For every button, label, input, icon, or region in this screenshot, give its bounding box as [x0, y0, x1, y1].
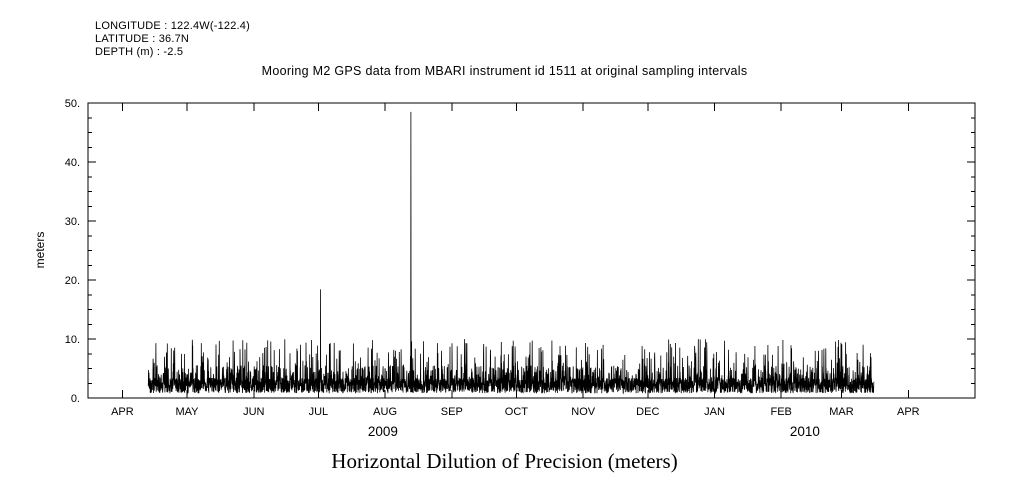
- x-tick-label: APR: [897, 406, 920, 418]
- y-tick-label: 20.: [65, 275, 80, 287]
- x-tick-label: SEP: [441, 406, 463, 418]
- depth-text: DEPTH (m) : -2.5: [95, 46, 184, 58]
- x-tick-label: OCT: [505, 406, 529, 418]
- x-tick-label: AUG: [373, 406, 397, 418]
- x-tick-label: JUL: [309, 406, 329, 418]
- y-tick-label: 30.: [65, 216, 80, 228]
- year-label: 2010: [790, 424, 820, 439]
- hdop-series: [147, 111, 875, 395]
- latitude-text: LATITUDE : 36.7N: [95, 33, 190, 45]
- y-tick-label: 50.: [65, 98, 80, 110]
- tick-labels: APR MAY JUN JUL AUG SEP OCT NOV DEC JAN FEB MAR APR 0…: [65, 98, 920, 439]
- y-tick-label: 10.: [65, 334, 80, 346]
- x-tick-label: DEC: [636, 406, 659, 418]
- x-tick-label: JAN: [704, 406, 725, 418]
- x-tick-label: MAY: [175, 406, 199, 418]
- axis-ticks: [88, 102, 975, 399]
- y-axis-label: meters: [33, 232, 47, 269]
- x-axis-caption: Horizontal Dilution of Precision (meters…: [331, 449, 678, 473]
- x-tick-label: MAR: [829, 406, 854, 418]
- x-tick-label: JUN: [243, 406, 264, 418]
- x-tick-label: APR: [111, 406, 134, 418]
- year-label: 2009: [368, 424, 398, 439]
- plot-title: Mooring M2 GPS data from MBARI instrumen…: [261, 64, 748, 78]
- y-tick-label: 0.: [71, 393, 80, 405]
- longitude-text: LONGITUDE : 122.4W(-122.4): [95, 20, 250, 32]
- x-tick-label: NOV: [571, 406, 596, 418]
- y-tick-label: 40.: [65, 157, 80, 169]
- x-tick-label: FEB: [770, 406, 791, 418]
- station-info: LONGITUDE : 122.4W(-122.4) LATITUDE : 36…: [95, 20, 250, 59]
